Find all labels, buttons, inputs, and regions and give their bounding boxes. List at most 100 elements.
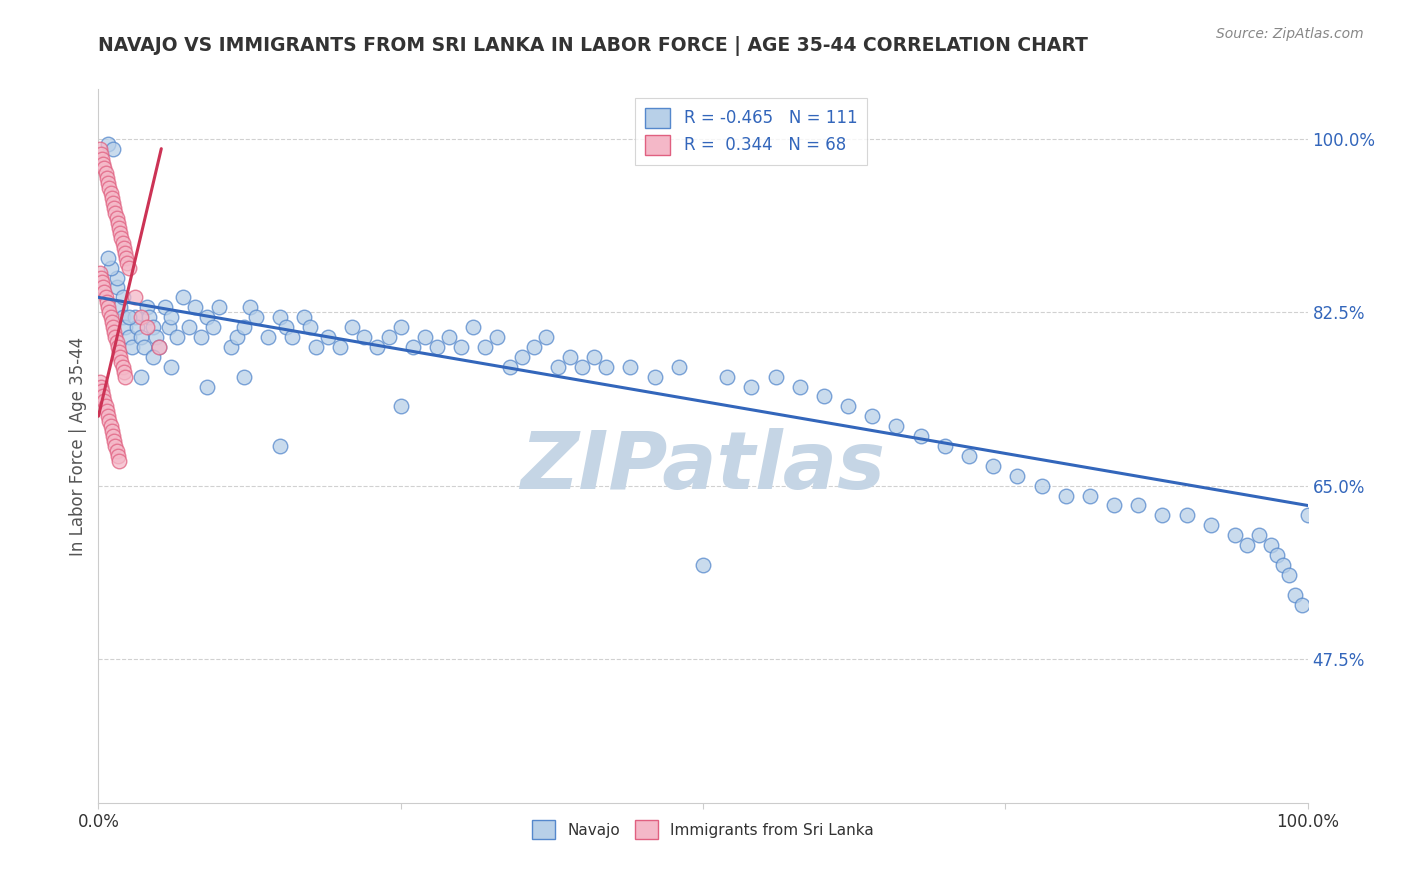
Point	[208, 300, 231, 314]
Point	[195, 379, 218, 393]
Point	[934, 439, 956, 453]
Point	[981, 458, 1004, 473]
Point	[91, 156, 114, 170]
Point	[90, 270, 112, 285]
Point	[110, 231, 132, 245]
Point	[269, 310, 291, 325]
Point	[329, 340, 352, 354]
Point	[1054, 489, 1077, 503]
Point	[111, 359, 134, 374]
Point	[1078, 489, 1101, 503]
Point	[692, 558, 714, 572]
Point	[377, 330, 399, 344]
Point	[91, 276, 114, 290]
Point	[389, 320, 412, 334]
Point	[115, 251, 138, 265]
Point	[160, 310, 183, 325]
Point	[305, 340, 328, 354]
Point	[342, 320, 364, 334]
Point	[129, 369, 152, 384]
Point	[108, 344, 131, 359]
Point	[105, 280, 128, 294]
Point	[91, 280, 114, 294]
Point	[112, 365, 135, 379]
Point	[97, 409, 120, 424]
Point	[90, 379, 112, 393]
Point	[114, 369, 136, 384]
Point	[232, 369, 254, 384]
Point	[716, 369, 738, 384]
Point	[101, 429, 124, 443]
Point	[619, 359, 641, 374]
Point	[1007, 468, 1029, 483]
Point	[142, 350, 165, 364]
Point	[166, 330, 188, 344]
Point	[245, 310, 267, 325]
Point	[366, 340, 388, 354]
Point	[110, 355, 132, 369]
Point	[157, 320, 180, 334]
Point	[91, 389, 114, 403]
Point	[96, 404, 118, 418]
Point	[886, 419, 908, 434]
Point	[104, 206, 127, 220]
Point	[129, 310, 152, 325]
Point	[558, 350, 581, 364]
Point	[765, 369, 787, 384]
Point	[463, 320, 485, 334]
Point	[103, 434, 125, 448]
Point	[124, 290, 146, 304]
Point	[98, 181, 121, 195]
Point	[195, 310, 218, 325]
Legend: Navajo, Immigrants from Sri Lanka: Navajo, Immigrants from Sri Lanka	[526, 814, 880, 845]
Point	[121, 340, 143, 354]
Point	[1267, 548, 1289, 562]
Point	[160, 359, 183, 374]
Point	[124, 310, 146, 325]
Point	[118, 310, 141, 325]
Point	[100, 186, 122, 201]
Point	[98, 414, 121, 428]
Point	[127, 320, 149, 334]
Point	[1296, 508, 1319, 523]
Point	[837, 400, 859, 414]
Point	[1260, 538, 1282, 552]
Point	[281, 330, 304, 344]
Point	[93, 285, 115, 300]
Point	[269, 439, 291, 453]
Point	[1152, 508, 1174, 523]
Point	[450, 340, 472, 354]
Point	[111, 310, 134, 325]
Point	[91, 152, 114, 166]
Point	[148, 340, 170, 354]
Point	[353, 330, 375, 344]
Point	[486, 330, 509, 344]
Point	[91, 384, 114, 399]
Point	[1249, 528, 1271, 542]
Point	[1284, 588, 1306, 602]
Point	[108, 221, 131, 235]
Point	[142, 320, 165, 334]
Point	[474, 340, 496, 354]
Point	[1223, 528, 1246, 542]
Point	[134, 340, 156, 354]
Point	[114, 245, 136, 260]
Point	[118, 330, 141, 344]
Point	[93, 161, 115, 176]
Point	[292, 310, 315, 325]
Point	[101, 142, 124, 156]
Point	[108, 350, 131, 364]
Point	[97, 177, 120, 191]
Text: Source: ZipAtlas.com: Source: ZipAtlas.com	[1216, 27, 1364, 41]
Text: NAVAJO VS IMMIGRANTS FROM SRI LANKA IN LABOR FORCE | AGE 35-44 CORRELATION CHART: NAVAJO VS IMMIGRANTS FROM SRI LANKA IN L…	[98, 36, 1088, 55]
Point	[583, 350, 606, 364]
Point	[534, 330, 557, 344]
Point	[104, 330, 127, 344]
Point	[135, 320, 157, 334]
Point	[96, 171, 118, 186]
Point	[97, 136, 120, 151]
Point	[437, 330, 460, 344]
Point	[1031, 478, 1053, 492]
Point	[100, 260, 122, 275]
Point	[221, 340, 243, 354]
